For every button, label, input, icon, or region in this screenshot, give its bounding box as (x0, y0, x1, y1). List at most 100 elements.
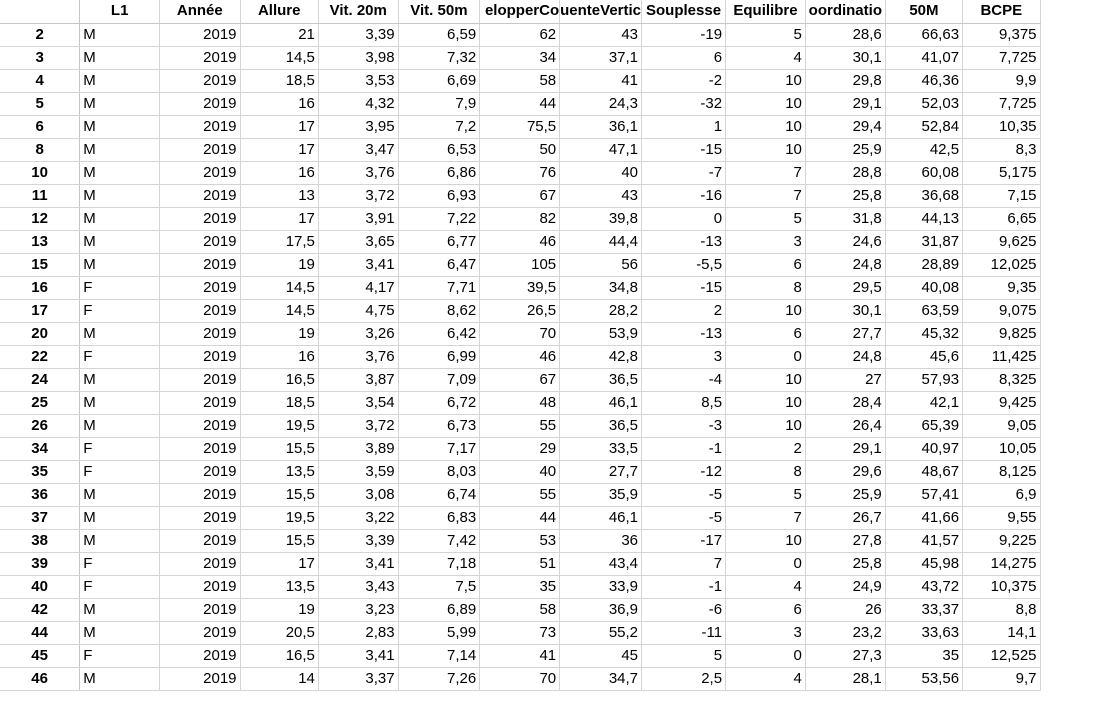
cell-developpe-couche[interactable]: 48 (479, 391, 561, 415)
corner-cell[interactable] (0, 0, 81, 24)
cell-annee[interactable]: 2019 (159, 322, 241, 346)
cell-coordination[interactable]: 24,8 (805, 345, 886, 369)
cell-souplesse[interactable]: -15 (641, 138, 727, 162)
cell-l1[interactable]: M (79, 138, 161, 162)
cell-coordination[interactable]: 29,1 (805, 92, 886, 116)
cell-souplesse[interactable]: -5 (641, 483, 727, 507)
cell-bcpe[interactable]: 12,025 (962, 253, 1041, 277)
cell-annee[interactable]: 2019 (159, 138, 241, 162)
row-header[interactable]: 36 (0, 483, 81, 507)
cell-vit-20m[interactable]: 3,72 (318, 184, 399, 208)
cell-souplesse[interactable]: -1 (641, 437, 727, 461)
cell-detente-verticale[interactable]: 43 (559, 184, 643, 208)
cell-equilibre[interactable]: 4 (725, 46, 806, 70)
cell-developpe-couche[interactable]: 55 (479, 483, 561, 507)
cell-coordination[interactable]: 30,1 (805, 46, 886, 70)
cell-souplesse[interactable]: -32 (641, 92, 727, 116)
column-header-vit-50m[interactable]: Vit. 50m (398, 0, 481, 24)
cell-equilibre[interactable]: 3 (725, 621, 806, 645)
cell-vit-20m[interactable]: 3,37 (318, 667, 399, 691)
cell-l1[interactable]: M (79, 92, 161, 116)
cell-equilibre[interactable]: 10 (725, 92, 806, 116)
column-header-bcpe[interactable]: BCPE (962, 0, 1041, 24)
row-header[interactable]: 40 (0, 575, 81, 599)
cell-vit-20m[interactable]: 3,23 (318, 598, 399, 622)
cell-vit-20m[interactable]: 3,39 (318, 23, 399, 47)
cell-allure[interactable]: 13,5 (240, 575, 319, 599)
cell-50m[interactable]: 52,84 (885, 115, 964, 139)
cell-souplesse[interactable]: -4 (641, 368, 727, 392)
cell-developpe-couche[interactable]: 44 (479, 506, 561, 530)
cell-coordination[interactable]: 29,5 (805, 276, 886, 300)
cell-souplesse[interactable]: -16 (641, 184, 727, 208)
cell-allure[interactable]: 15,5 (240, 437, 319, 461)
cell-50m[interactable]: 42,1 (885, 391, 964, 415)
cell-detente-verticale[interactable]: 46,1 (559, 506, 643, 530)
row-header[interactable]: 42 (0, 598, 81, 622)
cell-souplesse[interactable]: -1 (641, 575, 727, 599)
cell-bcpe[interactable]: 8,3 (962, 138, 1041, 162)
cell-equilibre[interactable]: 0 (725, 644, 806, 668)
cell-annee[interactable]: 2019 (159, 506, 241, 530)
cell-allure[interactable]: 19 (240, 253, 319, 277)
cell-allure[interactable]: 14,5 (240, 299, 319, 323)
column-header-allure[interactable]: Allure (240, 0, 319, 24)
cell-vit-50m[interactable]: 6,53 (398, 138, 481, 162)
cell-equilibre[interactable]: 10 (725, 368, 806, 392)
cell-developpe-couche[interactable]: 75,5 (479, 115, 561, 139)
cell-vit-50m[interactable]: 7,22 (398, 207, 481, 231)
cell-bcpe[interactable]: 8,8 (962, 598, 1041, 622)
cell-bcpe[interactable]: 9,9 (962, 69, 1041, 93)
cell-annee[interactable]: 2019 (159, 437, 241, 461)
cell-developpe-couche[interactable]: 82 (479, 207, 561, 231)
cell-allure[interactable]: 17 (240, 552, 319, 576)
cell-equilibre[interactable]: 6 (725, 598, 806, 622)
cell-developpe-couche[interactable]: 46 (479, 230, 561, 254)
cell-l1[interactable]: M (79, 598, 161, 622)
cell-vit-50m[interactable]: 6,42 (398, 322, 481, 346)
cell-equilibre[interactable]: 6 (725, 253, 806, 277)
cell-vit-20m[interactable]: 3,76 (318, 345, 399, 369)
cell-detente-verticale[interactable]: 27,7 (559, 460, 643, 484)
cell-annee[interactable]: 2019 (159, 299, 241, 323)
cell-vit-20m[interactable]: 3,59 (318, 460, 399, 484)
cell-developpe-couche[interactable]: 53 (479, 529, 561, 553)
cell-bcpe[interactable]: 8,125 (962, 460, 1041, 484)
cell-50m[interactable]: 41,07 (885, 46, 964, 70)
cell-bcpe[interactable]: 7,15 (962, 184, 1041, 208)
cell-equilibre[interactable]: 10 (725, 414, 806, 438)
cell-developpe-couche[interactable]: 55 (479, 414, 561, 438)
cell-vit-20m[interactable]: 3,41 (318, 644, 399, 668)
cell-coordination[interactable]: 28,8 (805, 161, 886, 185)
cell-vit-20m[interactable]: 3,53 (318, 69, 399, 93)
cell-allure[interactable]: 20,5 (240, 621, 319, 645)
cell-vit-20m[interactable]: 3,22 (318, 506, 399, 530)
cell-vit-50m[interactable]: 7,32 (398, 46, 481, 70)
column-header-developpe-couche[interactable]: elopperCo (479, 0, 561, 24)
cell-vit-50m[interactable]: 8,03 (398, 460, 481, 484)
cell-equilibre[interactable]: 5 (725, 23, 806, 47)
cell-50m[interactable]: 45,98 (885, 552, 964, 576)
cell-50m[interactable]: 44,13 (885, 207, 964, 231)
cell-l1[interactable]: M (79, 506, 161, 530)
cell-equilibre[interactable]: 10 (725, 115, 806, 139)
cell-souplesse[interactable]: 0 (641, 207, 727, 231)
cell-l1[interactable]: F (79, 575, 161, 599)
cell-equilibre[interactable]: 10 (725, 529, 806, 553)
cell-vit-20m[interactable]: 3,41 (318, 253, 399, 277)
cell-bcpe[interactable]: 9,075 (962, 299, 1041, 323)
cell-developpe-couche[interactable]: 62 (479, 23, 561, 47)
cell-coordination[interactable]: 30,1 (805, 299, 886, 323)
row-header[interactable]: 25 (0, 391, 81, 415)
cell-l1[interactable]: M (79, 529, 161, 553)
cell-50m[interactable]: 41,57 (885, 529, 964, 553)
cell-coordination[interactable]: 25,9 (805, 138, 886, 162)
cell-l1[interactable]: M (79, 230, 161, 254)
cell-developpe-couche[interactable]: 67 (479, 184, 561, 208)
cell-50m[interactable]: 40,97 (885, 437, 964, 461)
cell-l1[interactable]: M (79, 115, 161, 139)
cell-50m[interactable]: 43,72 (885, 575, 964, 599)
cell-detente-verticale[interactable]: 43 (559, 23, 643, 47)
cell-allure[interactable]: 16 (240, 161, 319, 185)
